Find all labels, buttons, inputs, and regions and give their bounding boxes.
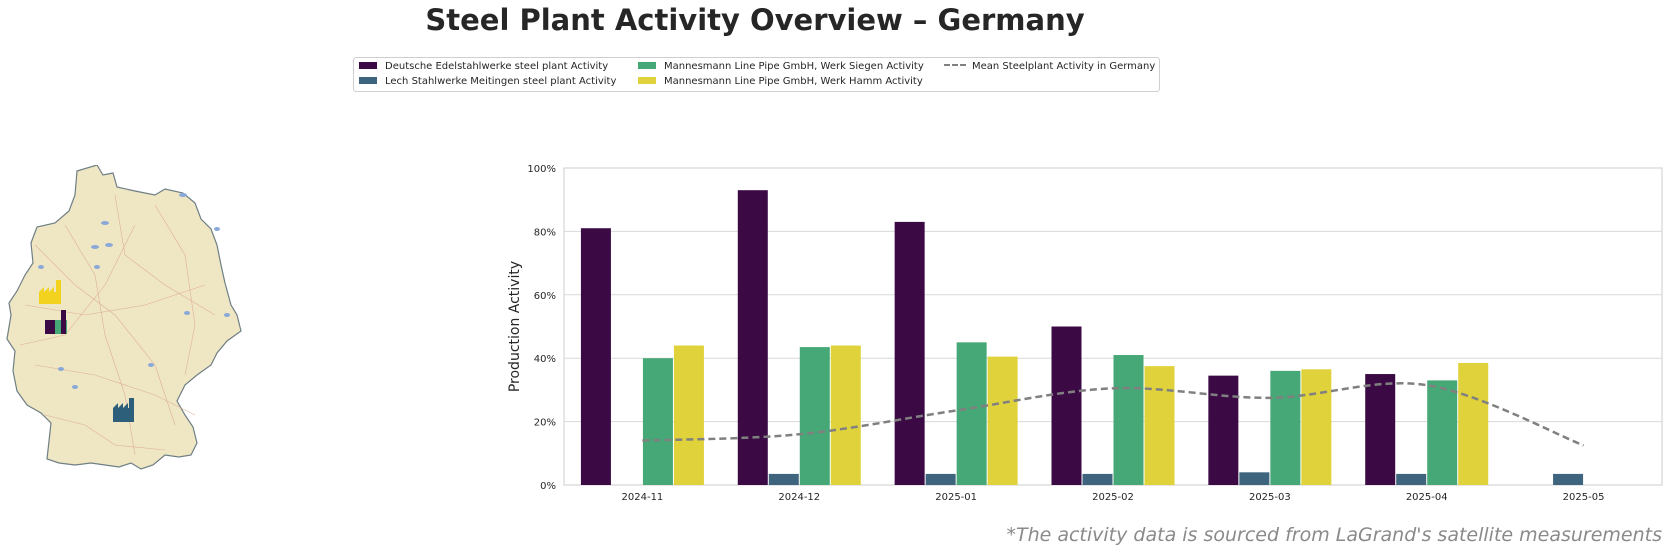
germany-map	[6, 165, 242, 470]
factory-icon-siegen-edelstahl	[45, 310, 67, 334]
bar-0-0	[580, 228, 611, 486]
bar-3-0	[1051, 326, 1082, 485]
x-tick-label: 2025-03	[1249, 492, 1291, 503]
legend-label-mean: Mean Steelplant Activity in Germany	[972, 61, 1156, 72]
bar-1-0	[737, 190, 768, 485]
legend-swatch-meitingen	[359, 76, 377, 84]
y-tick-label: 40%	[534, 354, 556, 365]
bar-2-3	[987, 356, 1018, 485]
bar-4-0	[1208, 375, 1239, 485]
x-tick-label: 2025-05	[1563, 492, 1605, 503]
bar-3-2	[1113, 355, 1144, 485]
y-tick-label: 100%	[527, 164, 556, 175]
chart-legend: Deutsche Edelstahlwerke steel plant Acti…	[353, 57, 1160, 92]
bar-1-2	[799, 347, 830, 485]
bar-3-1	[1082, 473, 1113, 485]
legend-label-edelstahl: Deutsche Edelstahlwerke steel plant Acti…	[385, 61, 609, 72]
germany-outline	[6, 165, 242, 470]
factory-icon-hamm	[39, 280, 61, 304]
bar-6-1	[1553, 473, 1584, 485]
legend-item-meitingen: Lech Stahlwerke Meitingen steel plant Ac…	[359, 75, 616, 89]
data-source-footnote: *The activity data is sourced from LaGra…	[1006, 524, 1662, 546]
bar-5-3	[1458, 362, 1489, 485]
bar-1-3	[830, 345, 861, 485]
bar-2-0	[894, 221, 925, 485]
legend-label-meitingen: Lech Stahlwerke Meitingen steel plant Ac…	[385, 76, 617, 87]
factory-icon-meitingen	[113, 398, 134, 422]
legend-item-mean: Mean Steelplant Activity in Germany	[944, 60, 1155, 74]
legend-swatch-hamm	[638, 76, 656, 84]
legend-label-hamm: Mannesmann Line Pipe GmbH, Werk Hamm Act…	[664, 76, 923, 87]
plot-frame	[563, 167, 1663, 486]
legend-swatch-edelstahl	[359, 61, 377, 69]
x-tick-label: 2025-02	[1092, 492, 1134, 503]
activity-bar-chart: 0% 20% 40% 60% 80% 100% 2024-11 2024-12 2025-01 2…	[507, 164, 1663, 503]
x-tick-label: 2025-01	[935, 492, 977, 503]
axis-ticks: 0% 20% 40% 60% 80% 100% 2024-11 2024-12 2025-01 2…	[527, 164, 1604, 503]
x-tick-label: 2024-11	[622, 492, 664, 503]
bar-5-0	[1365, 374, 1396, 485]
page-title: Steel Plant Activity Overview – Germany	[425, 3, 1085, 37]
bar-0-3	[673, 345, 704, 485]
bar-series	[580, 190, 1584, 486]
y-tick-label: 80%	[534, 227, 556, 238]
legend-item-siegen: Mannesmann Line Pipe GmbH, Werk Siegen A…	[638, 60, 924, 74]
legend-swatch-siegen	[638, 61, 656, 69]
bar-0-2	[642, 358, 673, 485]
bar-4-1	[1239, 472, 1270, 485]
legend-item-hamm: Mannesmann Line Pipe GmbH, Werk Hamm Act…	[638, 75, 923, 89]
bar-3-3	[1144, 366, 1175, 485]
bar-2-2	[956, 342, 987, 485]
bar-5-1	[1396, 473, 1427, 485]
bar-5-2	[1427, 380, 1458, 485]
legend-dash-mean	[944, 64, 966, 66]
mean-line-layer	[642, 382, 1585, 447]
bar-2-1	[925, 473, 956, 485]
bar-1-1	[768, 473, 799, 485]
legend-label-siegen: Mannesmann Line Pipe GmbH, Werk Siegen A…	[664, 61, 924, 72]
bar-4-2	[1270, 370, 1301, 485]
y-tick-label: 0%	[540, 481, 556, 492]
mean-activity-line	[642, 382, 1585, 447]
map-cities	[38, 193, 230, 389]
legend-item-edelstahl: Deutsche Edelstahlwerke steel plant Acti…	[359, 60, 608, 74]
y-tick-label: 20%	[534, 418, 556, 429]
y-gridlines	[563, 167, 1663, 486]
y-tick-label: 60%	[534, 291, 556, 302]
bar-4-3	[1301, 369, 1332, 485]
x-tick-label: 2024-12	[778, 492, 820, 503]
y-axis-label: Production Activity	[507, 261, 523, 392]
x-tick-label: 2025-04	[1406, 492, 1448, 503]
